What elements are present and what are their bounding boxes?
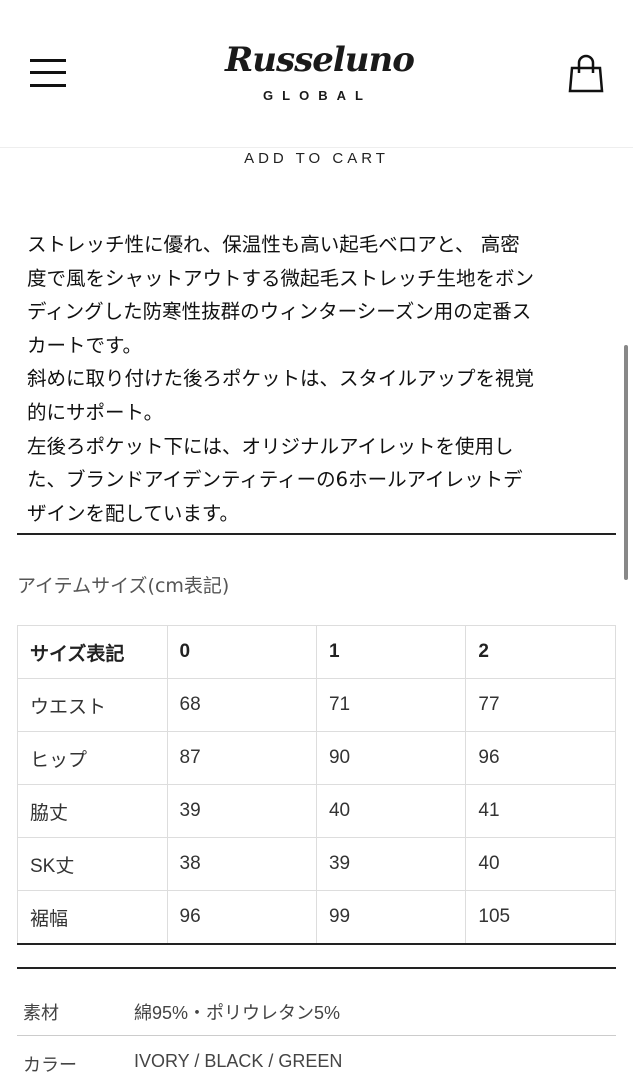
table-row: 裾幅 96 99 105	[17, 890, 616, 945]
table-cell: 99	[315, 890, 467, 945]
table-cell: 90	[315, 731, 467, 785]
table-cell: 96	[166, 890, 317, 945]
table-row: ヒップ 87 90 96	[17, 731, 616, 785]
table-cell: 96	[465, 731, 616, 785]
scrollbar[interactable]	[624, 345, 628, 580]
divider	[17, 967, 616, 969]
table-cell: 38	[166, 837, 317, 891]
logo-subtext: GLOBAL	[263, 88, 372, 103]
table-cell: ウエスト	[17, 678, 168, 732]
header-cell: 2	[465, 625, 616, 679]
description-line: ストレッチ性に優れ、保温性も高い起毛ベロアと、 高密	[27, 233, 520, 256]
table-row: 脇丈 39 40 41	[17, 784, 616, 838]
description-line: 度で風をシャットアウトする微起毛ストレッチ生地をボン	[27, 266, 535, 290]
table-cell: 41	[465, 784, 616, 838]
header-cell: 0	[166, 625, 317, 679]
table-cell: SK丈	[17, 837, 168, 891]
table-cell: 71	[315, 678, 467, 732]
site-header: Russeluno GLOBAL	[0, 0, 633, 148]
hamburger-menu-icon[interactable]	[30, 57, 66, 89]
spec-row-material: 素材 綿95%・ポリウレタン5%	[17, 985, 616, 1035]
spec-label: 素材	[23, 1003, 59, 1024]
description-line: 斜めに取り付けた後ろポケットは、スタイルアップを視覚	[27, 367, 535, 391]
table-cell: 40	[315, 784, 467, 838]
table-row: SK丈 38 39 40	[17, 837, 616, 891]
description-line: ザインを配しています。	[27, 501, 239, 525]
size-table: サイズ表記 0 1 2 ウエスト 68 71 77 ヒップ 87 90 96 脇…	[17, 625, 616, 945]
table-header-row: サイズ表記 0 1 2	[17, 625, 616, 679]
table-cell: 39	[166, 784, 317, 838]
divider	[17, 533, 616, 535]
table-cell: 脇丈	[17, 784, 168, 838]
table-cell: 87	[166, 731, 317, 785]
brand-logo[interactable]: Russeluno GLOBAL	[225, 40, 415, 112]
description-line: ディングした防寒性抜群のウィンターシーズン用の定番ス	[27, 300, 532, 324]
table-cell: 105	[465, 890, 616, 945]
size-table-title: アイテムサイズ(cm表記)	[17, 575, 230, 597]
table-cell: 39	[315, 837, 467, 891]
table-row: ウエスト 68 71 77	[17, 678, 616, 732]
divider	[17, 1035, 616, 1036]
header-cell: 1	[315, 625, 467, 679]
table-cell: 77	[465, 678, 616, 732]
table-cell: 68	[166, 678, 317, 732]
table-cell: 裾幅	[17, 890, 168, 945]
header-cell: サイズ表記	[17, 625, 168, 679]
description-line: 的にサポート。	[27, 400, 164, 424]
shopping-bag-icon[interactable]	[568, 54, 604, 94]
product-description: ストレッチ性に優れ、保温性も高い起毛ベロアと、 高密 度で風をシャットアウトする…	[27, 228, 617, 530]
spec-label: カラー	[23, 1055, 77, 1076]
table-cell: ヒップ	[17, 731, 168, 785]
logo-script: Russeluno	[225, 40, 415, 80]
spec-value: 綿95%・ポリウレタン5%	[134, 1003, 341, 1023]
add-to-cart-button[interactable]: ADD TO CART	[244, 150, 389, 167]
table-cell: 40	[465, 837, 616, 891]
spec-row-color: カラー IVORY / BLACK / GREEN	[17, 1037, 616, 1087]
description-line: た、ブランドアイデンティティーの6ホールアイレットデ	[27, 468, 523, 492]
spec-value: IVORY / BLACK / GREEN	[134, 1051, 343, 1071]
description-line: 左後ろポケット下には、オリジナルアイレットを使用し	[27, 434, 514, 458]
description-line: カートです。	[27, 333, 143, 357]
